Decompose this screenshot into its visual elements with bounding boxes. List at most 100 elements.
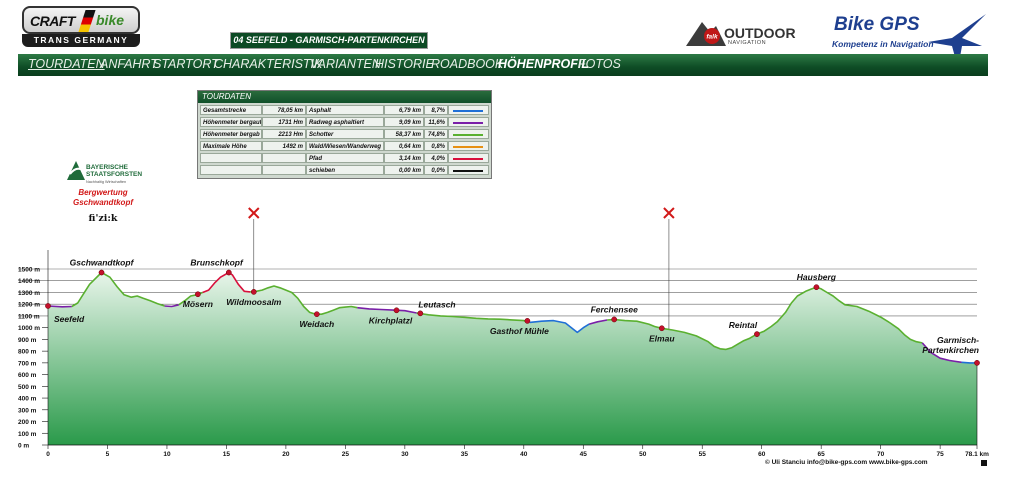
surface-color-swatch	[453, 122, 483, 124]
nav-historie[interactable]: HISTORIE	[375, 57, 434, 71]
close-icon	[663, 207, 675, 219]
y-tick-label: 600 m	[18, 372, 37, 379]
elevation-area	[48, 272, 977, 445]
surface-segment	[250, 285, 358, 315]
waypoint-label: Wildmoosalm	[226, 297, 282, 307]
y-tick-label: 100 m	[18, 431, 37, 438]
bike-gps-title: Bike GPS	[834, 14, 920, 35]
craft-word: CRAFT	[30, 13, 75, 29]
y-tick-label: 800 m	[18, 349, 37, 356]
y-tick-label: 400 m	[18, 396, 37, 403]
y-tick-label: 1300 m	[18, 290, 40, 297]
elevation-fill	[48, 272, 977, 445]
surface-pct: 8,7%	[424, 105, 448, 115]
x-tick-label: 40	[520, 451, 528, 458]
waypoint-marker	[813, 284, 820, 291]
waypoint-marker	[658, 325, 665, 332]
surface-km: 0,64 km	[384, 141, 424, 151]
surface-segment	[529, 319, 590, 334]
surface-segment	[357, 306, 417, 314]
bayern-name-line2: STAATSFORSTEN	[86, 171, 143, 178]
tour-table-row: Höhenmeter bergab 2213 Hm Schotter 58,37 km…	[200, 129, 489, 140]
x-tick-label: 25	[342, 451, 350, 458]
surface-label: Pfad	[306, 153, 384, 163]
tour-table-row: Pfad 3,14 km 4,0%	[200, 153, 489, 164]
x-tick-label: 30	[401, 451, 409, 458]
surface-segment	[47, 305, 72, 308]
y-tick-label: 900 m	[18, 337, 37, 344]
waypoint-marker	[974, 360, 980, 366]
bike-gps-logo: Bike GPS Kompetenz in Navigation	[830, 12, 990, 70]
nav-roadbook[interactable]: ROADBOOK	[431, 57, 504, 71]
surface-label: Radweg asphaltiert	[306, 117, 384, 127]
waypoint-label: Kirchplatzl	[369, 315, 413, 325]
x-tick-label: 5	[106, 451, 110, 458]
surface-pct: 4,0%	[424, 153, 448, 163]
outdoor-title: OUTDOOR	[724, 25, 796, 41]
nav-anfahrt[interactable]: ANFAHRT	[100, 57, 158, 71]
surface-legend-line	[448, 117, 489, 127]
y-tick-label: 1400 m	[18, 278, 40, 285]
surface-label: Wald/Wiesen/Wanderweg	[306, 141, 384, 151]
surface-segment	[588, 319, 608, 325]
surface-color-swatch	[453, 170, 483, 172]
y-tick-label: 300 m	[18, 407, 37, 414]
surface-legend-line	[448, 105, 489, 115]
surface-km: 6,79 km	[384, 105, 424, 115]
tour-stat-label: Maximale Höhe	[200, 141, 262, 151]
surface-pct: 74,8%	[424, 129, 448, 139]
tour-stat-label: Höhenmeter bergauf	[200, 117, 262, 127]
y-tick-label: 0 m	[18, 443, 29, 450]
bergwertung-label: Bergwertung	[78, 188, 128, 197]
waypoint-label-line: Partenkirchen	[922, 345, 979, 355]
surface-label: schieben	[306, 165, 384, 175]
nav-hoehenprofil[interactable]: HÖHENPROFIL	[498, 57, 589, 71]
waypoint-marker	[250, 289, 257, 295]
surface-color-swatch	[453, 134, 483, 136]
stage-title: 04 SEEFELD - GARMISCH-PARTENKIRCHEN	[230, 32, 428, 49]
tour-table-row: Maximale Höhe 1492 m Wald/Wiesen/Wanderweg…	[200, 141, 489, 152]
x-tick-label: 78.1 km	[965, 451, 989, 458]
waypoint-marker	[45, 303, 51, 309]
waypoint-label: Ferchensee	[591, 304, 639, 314]
nav-varianten[interactable]: VARIANTEN	[310, 57, 381, 71]
main-nav: TOURDATEN ANFAHRT STARTORT CHARAKTERISTI…	[18, 54, 988, 76]
fizik-logo: fi'zi:k	[88, 213, 118, 224]
x-tick-label: 10	[163, 451, 171, 458]
x-tick-label: 20	[282, 451, 290, 458]
x-tick-label: 50	[639, 451, 647, 458]
tour-stat-value: 1492 m	[262, 141, 306, 151]
x-tick-label: 45	[580, 451, 588, 458]
waypoint-label: Seefeld	[54, 314, 85, 324]
bergwertung-peak: Gschwandtkopf	[72, 198, 133, 207]
nav-startort[interactable]: STARTORT	[153, 57, 219, 71]
y-tick-label: 700 m	[18, 360, 37, 367]
tour-table-row: Gesamtstrecke 78,05 km Asphalt 6,79 km 8,7%	[200, 105, 489, 116]
nav-tourdaten[interactable]: TOURDATEN	[28, 57, 105, 71]
nav-charakteristik[interactable]: CHARAKTERISTIK	[214, 57, 323, 71]
y-tick-label: 500 m	[18, 384, 37, 391]
surface-label: Asphalt	[306, 105, 384, 115]
bayerische-staatsforsten-logo: BAYERISCHE STAATSFORSTEN Nachhaltig Wirt…	[66, 160, 148, 186]
surface-segment	[71, 271, 165, 308]
waypoint-label: Brunschkopf	[190, 258, 244, 268]
waypoint-label: Leutasch	[418, 299, 455, 309]
waypoint-label: Gasthof Mühle	[490, 326, 549, 336]
waypoints: Seefeld Gschwandtkopf Mösern Brunschkopf Wil…	[45, 258, 980, 366]
tour-table-row: schieben 0,00 km 0,0%	[200, 165, 489, 176]
bike-gps-subtitle: Kompetenz in Navigation	[832, 39, 934, 49]
surface-legend-line	[448, 153, 489, 163]
surface-pct: 11,6%	[424, 117, 448, 127]
waypoint-marker	[754, 331, 760, 337]
surface-color-swatch	[453, 158, 483, 160]
sponsor-block: BAYERISCHE STAATSFORSTEN Nachhaltig Wirt…	[58, 158, 148, 228]
nav-fotos[interactable]: FOTOS	[578, 57, 621, 71]
waypoint-label: Elmau	[649, 333, 675, 343]
tour-stat-label: Gesamtstrecke	[200, 105, 262, 115]
waypoint-label: Garmisch-Partenkirchen	[922, 335, 979, 355]
surface-legend-line	[448, 141, 489, 151]
x-tick-label: 15	[223, 451, 231, 458]
tour-stat-value: 2213 Hm	[262, 129, 306, 139]
surface-km: 0,00 km	[384, 165, 424, 175]
waypoint-label: Hausberg	[797, 272, 837, 282]
